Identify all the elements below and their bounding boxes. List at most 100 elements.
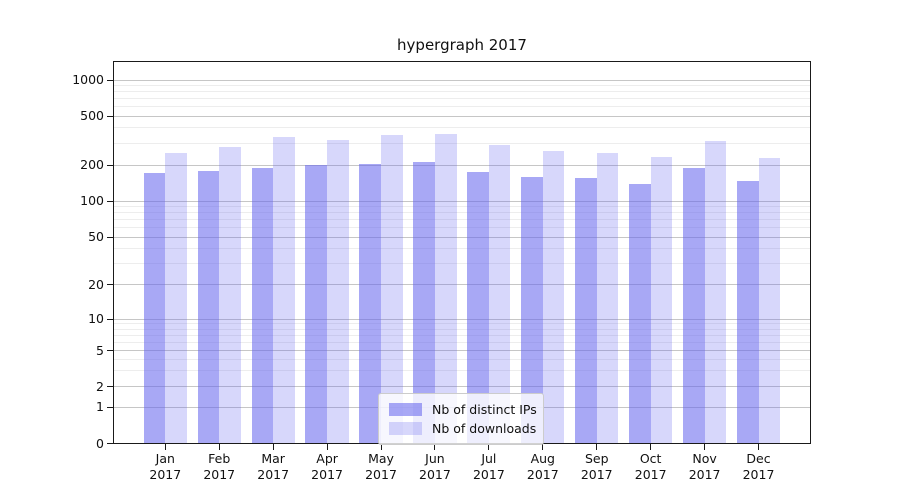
y-tick-mark bbox=[107, 443, 113, 444]
bar-downloads-may bbox=[381, 134, 403, 444]
bar-downloads-mar bbox=[273, 136, 295, 444]
x-tick-label: Aug 2017 bbox=[526, 451, 559, 482]
gridline-minor bbox=[114, 98, 810, 100]
gridline-major bbox=[114, 386, 810, 387]
y-tick-label: 2 bbox=[96, 378, 104, 394]
x-tick-label: Jan 2017 bbox=[149, 451, 182, 482]
x-tick-mark bbox=[380, 444, 382, 450]
y-tick-mark bbox=[107, 386, 113, 387]
gridline-minor bbox=[114, 205, 810, 207]
gridline-minor bbox=[114, 212, 810, 214]
gridline-major bbox=[114, 318, 810, 320]
gridline-major bbox=[114, 164, 810, 166]
gridline-minor bbox=[114, 219, 810, 221]
bar-downloads-oct bbox=[650, 156, 673, 444]
x-tick-label: Jun 2017 bbox=[419, 451, 451, 482]
x-tick-label: May 2017 bbox=[365, 451, 397, 482]
x-tick-mark bbox=[704, 444, 706, 450]
gridline-minor bbox=[114, 127, 810, 129]
bar-distinct-ips-aug bbox=[521, 177, 543, 444]
gridline-minor bbox=[114, 106, 810, 108]
y-tick-mark bbox=[107, 164, 113, 166]
y-tick-mark bbox=[107, 79, 113, 81]
legend-entry: Nb of downloads bbox=[389, 420, 537, 437]
y-tick-label: 50 bbox=[88, 229, 104, 244]
x-tick-mark bbox=[326, 444, 328, 450]
y-tick-label: 0 bbox=[96, 435, 104, 451]
bar-downloads-sep bbox=[596, 153, 619, 444]
gridline-minor bbox=[114, 358, 810, 360]
legend-entry: Nb of distinct IPs bbox=[389, 401, 537, 418]
y-tick-mark bbox=[107, 350, 113, 351]
y-tick-label: 1000 bbox=[72, 72, 104, 87]
gridline-minor bbox=[114, 323, 810, 325]
bar-distinct-ips-jul bbox=[467, 171, 489, 444]
gridline-major bbox=[114, 115, 810, 117]
gridline-major bbox=[114, 350, 810, 351]
bar-distinct-ips-oct bbox=[629, 184, 651, 444]
bar-downloads-dec bbox=[758, 157, 781, 444]
gridline-major bbox=[114, 284, 810, 285]
x-tick-mark bbox=[164, 444, 166, 450]
x-tick-label: Feb 2017 bbox=[203, 451, 236, 482]
x-tick-mark bbox=[650, 444, 652, 450]
bar-downloads-jan bbox=[165, 152, 187, 444]
y-tick-mark bbox=[107, 236, 113, 238]
x-tick-mark bbox=[596, 444, 598, 450]
gridline-minor bbox=[114, 334, 810, 336]
gridline-minor bbox=[114, 84, 810, 86]
x-tick-label: Apr 2017 bbox=[311, 451, 343, 482]
bar-distinct-ips-nov bbox=[683, 168, 705, 444]
y-tick-mark bbox=[107, 115, 113, 117]
bar-downloads-feb bbox=[219, 147, 241, 444]
y-tick-mark bbox=[107, 318, 113, 320]
bar-downloads-jul bbox=[488, 144, 511, 444]
bar-downloads-nov bbox=[704, 140, 727, 444]
x-tick-label: Oct 2017 bbox=[634, 451, 667, 482]
bar-distinct-ips-dec bbox=[736, 180, 759, 444]
gridline-major bbox=[114, 236, 810, 238]
x-tick-label: Nov 2017 bbox=[688, 451, 721, 482]
legend-swatch-downloads bbox=[389, 422, 422, 435]
gridline-major bbox=[114, 79, 810, 81]
gridline-minor bbox=[114, 91, 810, 93]
bar-distinct-ips-apr bbox=[305, 165, 328, 444]
y-tick-label: 20 bbox=[88, 276, 104, 292]
y-tick-label: 500 bbox=[80, 108, 104, 123]
x-tick-label: Mar 2017 bbox=[257, 451, 290, 482]
legend-label: Nb of downloads bbox=[432, 421, 537, 436]
y-tick-label: 200 bbox=[80, 157, 104, 172]
bar-downloads-jun bbox=[434, 133, 457, 444]
gridline-minor bbox=[114, 248, 810, 250]
gridline-minor bbox=[114, 370, 810, 372]
bar-distinct-ips-may bbox=[359, 163, 381, 444]
bar-distinct-ips-feb bbox=[197, 171, 220, 444]
gridline-minor bbox=[114, 341, 810, 343]
bar-distinct-ips-sep bbox=[575, 177, 597, 444]
y-tick-label: 5 bbox=[96, 342, 104, 358]
gridline-minor bbox=[114, 142, 810, 144]
legend-label: Nb of distinct IPs bbox=[432, 402, 537, 417]
x-tick-label: Sep 2017 bbox=[580, 451, 613, 482]
x-tick-label: Jul 2017 bbox=[472, 451, 505, 482]
gridline-minor bbox=[114, 262, 810, 264]
bar-distinct-ips-mar bbox=[251, 168, 274, 444]
bar-downloads-aug bbox=[542, 151, 565, 444]
x-tick-label: Dec 2017 bbox=[742, 451, 775, 482]
legend: Nb of distinct IPs Nb of downloads bbox=[378, 393, 544, 445]
x-tick-mark bbox=[272, 444, 274, 450]
gridline-major bbox=[114, 200, 810, 202]
legend-swatch-distinct-ips bbox=[389, 403, 422, 416]
x-tick-mark bbox=[434, 444, 436, 450]
gridline-minor bbox=[114, 328, 810, 330]
x-tick-mark bbox=[488, 444, 490, 450]
y-tick-mark bbox=[107, 284, 113, 285]
bar-downloads-apr bbox=[327, 139, 349, 444]
y-tick-mark bbox=[107, 406, 113, 408]
chart-title: hypergraph 2017 bbox=[397, 36, 527, 54]
y-tick-label: 1 bbox=[96, 399, 104, 415]
